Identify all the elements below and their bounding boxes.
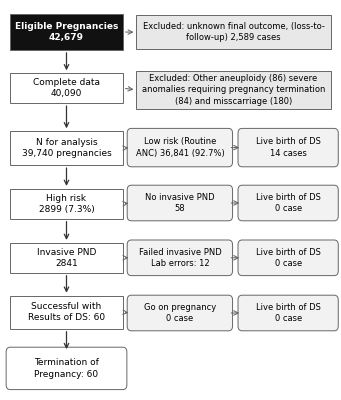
FancyBboxPatch shape [127,240,233,276]
FancyBboxPatch shape [10,131,123,165]
Text: High risk
2899 (7.3%): High risk 2899 (7.3%) [39,194,94,214]
Text: Invasive PND
2841: Invasive PND 2841 [37,248,96,268]
Text: Live birth of DS
0 case: Live birth of DS 0 case [256,248,321,268]
FancyBboxPatch shape [136,15,331,49]
Text: Eligible Pregnancies
42,679: Eligible Pregnancies 42,679 [15,22,118,42]
FancyBboxPatch shape [127,295,233,331]
Text: Live birth of DS
0 case: Live birth of DS 0 case [256,303,321,323]
Text: Low risk (Routine
ANC) 36,841 (92.7%): Low risk (Routine ANC) 36,841 (92.7%) [135,137,224,158]
FancyBboxPatch shape [136,71,331,109]
FancyBboxPatch shape [127,128,233,167]
Text: No invasive PND
58: No invasive PND 58 [145,193,215,213]
Text: Excluded: Other aneuploidy (86) severe
anomalies requiring pregnancy termination: Excluded: Other aneuploidy (86) severe a… [142,74,325,106]
FancyBboxPatch shape [6,347,127,390]
Text: Complete data
40,090: Complete data 40,090 [33,78,100,98]
FancyBboxPatch shape [238,295,338,331]
FancyBboxPatch shape [127,185,233,221]
FancyBboxPatch shape [238,185,338,221]
Text: Live birth of DS
0 case: Live birth of DS 0 case [256,193,321,213]
FancyBboxPatch shape [238,240,338,276]
Text: Excluded: unknown final outcome, (loss-to-
follow-up) 2,589 cases: Excluded: unknown final outcome, (loss-t… [143,22,325,42]
Text: Termination of
Pregnancy: 60: Termination of Pregnancy: 60 [34,358,99,379]
Text: N for analysis
39,740 pregnancies: N for analysis 39,740 pregnancies [21,138,112,158]
Text: Failed invasive PND
Lab errors: 12: Failed invasive PND Lab errors: 12 [138,248,221,268]
FancyBboxPatch shape [10,296,123,329]
FancyBboxPatch shape [10,14,123,50]
Text: Go on pregnancy
0 case: Go on pregnancy 0 case [144,303,216,323]
FancyBboxPatch shape [10,189,123,219]
FancyBboxPatch shape [238,128,338,167]
Text: Live birth of DS
14 cases: Live birth of DS 14 cases [256,137,321,158]
FancyBboxPatch shape [10,243,123,273]
Text: Successful with
Results of DS: 60: Successful with Results of DS: 60 [28,302,105,322]
FancyBboxPatch shape [10,73,123,103]
